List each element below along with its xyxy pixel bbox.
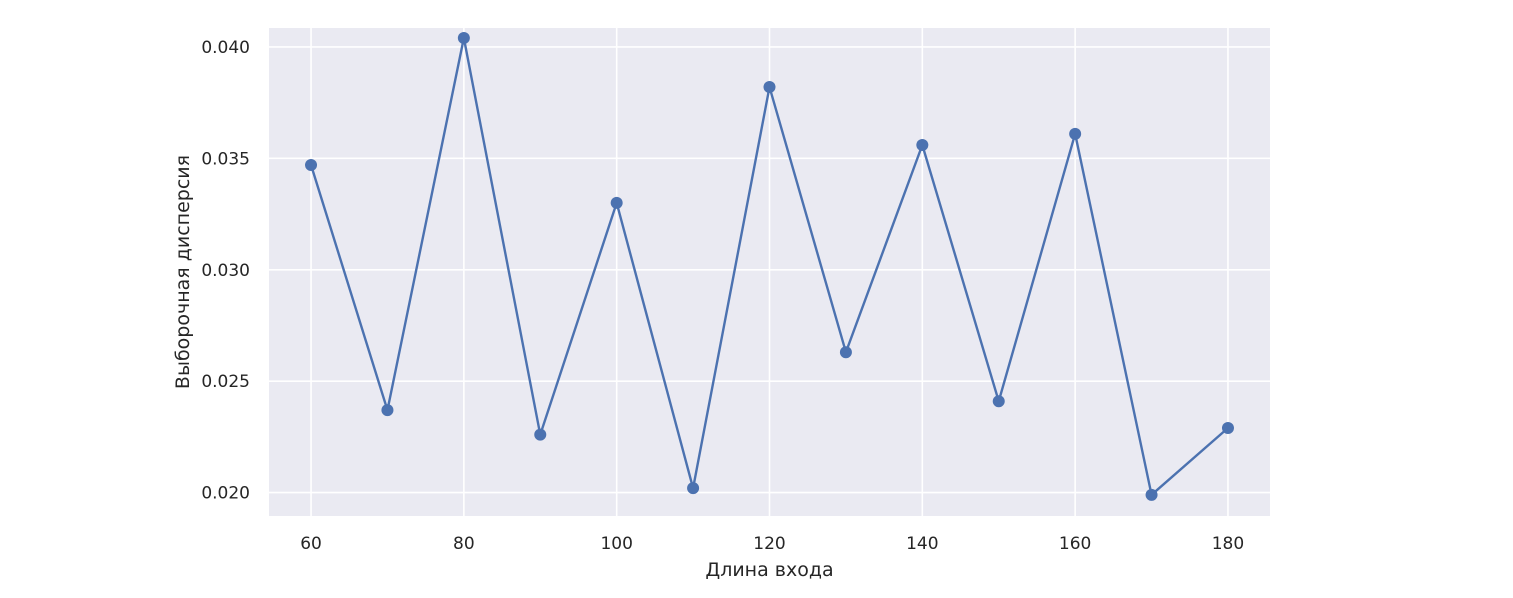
data-point	[839, 346, 852, 359]
y-axis-label: Выборочная дисперсия	[172, 155, 194, 389]
x-tick-label: 140	[906, 534, 938, 554]
y-tick-label: 0.020	[201, 484, 250, 504]
x-tick-label: 180	[1212, 534, 1244, 554]
data-point	[1145, 488, 1158, 501]
data-point	[763, 81, 776, 94]
data-point	[916, 138, 929, 151]
data-point	[610, 196, 623, 209]
x-tick-label: 100	[600, 534, 632, 554]
data-point	[1221, 421, 1234, 434]
x-tick-labels: 60 80 100 120 140 160 180	[300, 534, 1244, 554]
y-tick-label: 0.025	[201, 372, 250, 392]
data-point	[305, 159, 318, 172]
y-tick-label: 0.040	[201, 38, 250, 58]
data-point	[687, 482, 700, 495]
y-tick-label: 0.030	[201, 261, 250, 281]
x-tick-label: 160	[1059, 534, 1091, 554]
data-point	[534, 428, 547, 441]
x-tick-label: 120	[753, 534, 785, 554]
x-tick-label: 60	[300, 534, 322, 554]
data-point	[992, 395, 1005, 408]
y-tick-label: 0.035	[201, 149, 250, 169]
x-axis-label: Длина входа	[705, 559, 833, 581]
data-point	[457, 32, 470, 45]
data-point	[381, 404, 394, 417]
series	[305, 32, 1234, 501]
x-tick-label: 80	[453, 534, 475, 554]
y-tick-labels: 0.020 0.025 0.030 0.035 0.040	[201, 38, 250, 504]
data-point	[1069, 127, 1082, 140]
